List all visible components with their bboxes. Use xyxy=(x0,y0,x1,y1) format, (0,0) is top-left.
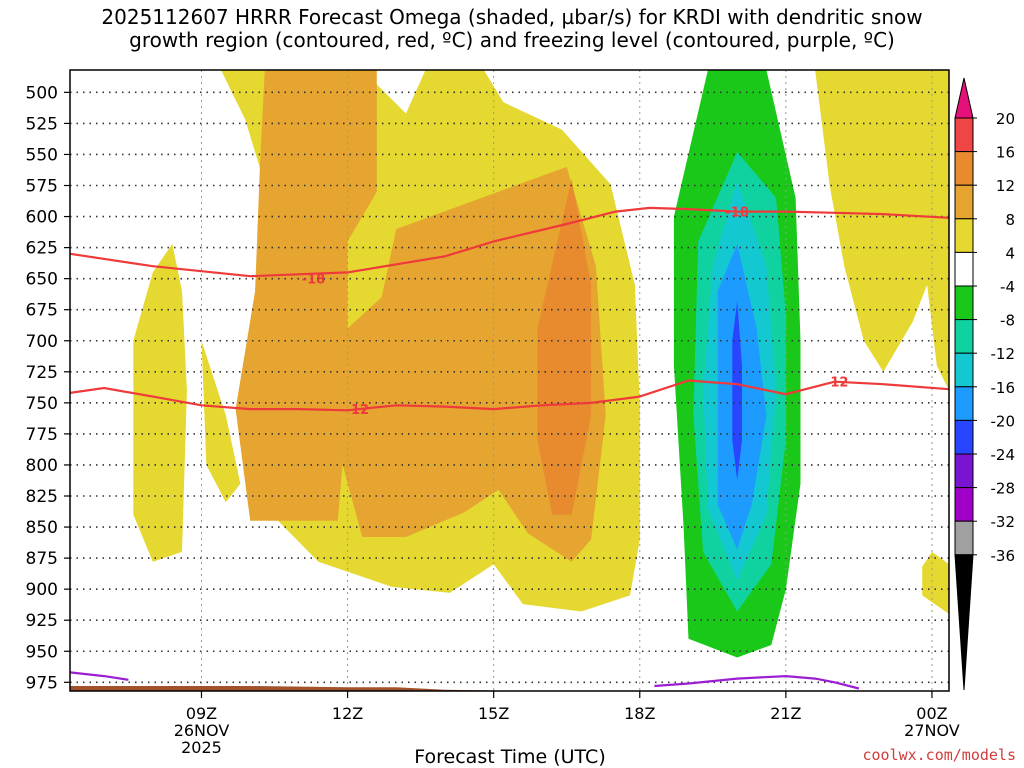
xtick-label-00Z: 00Z xyxy=(916,704,947,723)
contour-label--18: -18 xyxy=(302,273,326,288)
chart-title: 2025112607 HRRR Forecast Omega (shaded, … xyxy=(0,6,1024,52)
colorbar-label-6: -8 xyxy=(1000,312,1015,330)
colorbar-label-5: -4 xyxy=(1000,278,1015,296)
xtick-date-09Z: 26NOV xyxy=(174,721,230,740)
colorbar-bin-11 xyxy=(954,487,974,522)
ytick-label-925: 925 xyxy=(26,611,58,631)
colorbar-bin-1 xyxy=(954,151,974,186)
colorbar-bin-6 xyxy=(954,319,974,354)
ytick-label-775: 775 xyxy=(26,425,58,445)
contour-label-18-b: -18 xyxy=(725,206,749,221)
colorbar-over-triangle xyxy=(954,77,974,119)
xtick-label-18Z: 18Z xyxy=(624,704,655,723)
colorbar-bin-8 xyxy=(954,386,974,421)
freezing-level-contour-1 xyxy=(654,674,860,690)
xtick-year-09Z: 2025 xyxy=(181,738,222,757)
colorbar-bin-4 xyxy=(954,251,974,287)
omega-8-12-region-1 xyxy=(342,166,606,562)
ytick-label-600: 600 xyxy=(26,208,58,228)
xtick-label-21Z: 21Z xyxy=(770,704,801,723)
ytick-label-625: 625 xyxy=(26,239,58,259)
colorbar-label-8: -16 xyxy=(991,379,1016,397)
ytick-label-700: 700 xyxy=(26,332,58,352)
omega-12-16-region-0 xyxy=(537,179,592,515)
colorbar-bin-7 xyxy=(954,352,974,388)
contour-layer: -18 -12 -18 12 xyxy=(70,206,949,690)
y-axis: 500 525 550 575 600 625 650 675 700 725 750 775 800 8… xyxy=(26,83,70,693)
colorbar-bin-5 xyxy=(954,285,974,321)
colorbar-label-7: -12 xyxy=(991,345,1016,363)
title-line-1: 2025112607 HRRR Forecast Omega (shaded, … xyxy=(101,5,923,29)
omega-shading-layer xyxy=(118,70,949,658)
colorbar-bin-2 xyxy=(954,184,974,220)
ytick-label-525: 525 xyxy=(26,114,58,134)
omega-4-8-region-1 xyxy=(133,243,187,562)
terrain-layer xyxy=(70,686,949,691)
ytick-label-550: 550 xyxy=(26,145,58,165)
colorbar-label-2: 12 xyxy=(996,177,1015,195)
ytick-label-750: 750 xyxy=(26,394,58,414)
ytick-label-650: 650 xyxy=(26,270,58,290)
ytick-label-900: 900 xyxy=(26,580,58,600)
colorbar-label-0: 20 xyxy=(996,110,1015,128)
dendritic-contour--12 xyxy=(70,379,949,412)
colorbar-label-11: -28 xyxy=(991,480,1016,498)
ytick-label-675: 675 xyxy=(26,301,58,321)
colorbar: 20 16 12 8 4 -4 -8 -12 -16 -20 -24 -28 -32 -36 xyxy=(954,77,1016,691)
colorbar-label-13: -36 xyxy=(991,547,1016,565)
x-axis-title: Forecast Time (UTC) xyxy=(414,746,606,768)
xtick-date-00Z: 27NOV xyxy=(904,721,960,740)
colorbar-bin-10 xyxy=(954,453,974,489)
xtick-label-15Z: 15Z xyxy=(478,704,509,723)
credit-text: coolwx.com/models xyxy=(862,746,1016,764)
terrain-fill xyxy=(70,686,949,691)
freezing-level-contour-0 xyxy=(70,671,129,681)
xtick-label-09Z: 09Z xyxy=(186,704,217,723)
colorbar-label-12: -32 xyxy=(991,513,1016,531)
colorbar-label-10: -24 xyxy=(991,446,1016,464)
ytick-label-950: 950 xyxy=(26,642,58,662)
omega-neg16-20-region-0 xyxy=(717,243,767,550)
colorbar-bin-9 xyxy=(954,419,974,455)
colorbar-label-9: -20 xyxy=(991,412,1016,430)
ytick-label-975: 975 xyxy=(26,673,58,693)
ytick-label-500: 500 xyxy=(26,83,58,103)
ytick-label-825: 825 xyxy=(26,487,58,507)
ytick-label-800: 800 xyxy=(26,456,58,476)
omega-4-8-region-2 xyxy=(201,340,241,503)
dendritic-contour--18 xyxy=(70,206,949,278)
colorbar-label-4: 4 xyxy=(1005,244,1015,262)
ytick-label-875: 875 xyxy=(26,549,58,569)
colorbar-label-1: 16 xyxy=(996,144,1015,162)
ytick-label-575: 575 xyxy=(26,177,58,197)
colorbar-bin-12 xyxy=(954,520,974,556)
omega-4-8-region-4 xyxy=(922,551,949,614)
ytick-label-850: 850 xyxy=(26,518,58,538)
xtick-label-12Z: 12Z xyxy=(332,704,363,723)
omega-neg20-24-region-0 xyxy=(732,301,742,480)
contour-label--12: -12 xyxy=(346,403,370,418)
colorbar-bin-3 xyxy=(954,218,974,253)
ytick-label-725: 725 xyxy=(26,363,58,383)
title-line-2: growth region (contoured, red, ºC) and f… xyxy=(129,28,895,52)
contour-label-12-b: 12 xyxy=(830,376,848,391)
colorbar-label-3: 8 xyxy=(1005,211,1015,229)
plot-frame xyxy=(69,69,950,692)
grid-layer xyxy=(70,70,949,691)
colorbar-under-triangle xyxy=(954,554,974,691)
colorbar-bin-0 xyxy=(954,117,974,153)
